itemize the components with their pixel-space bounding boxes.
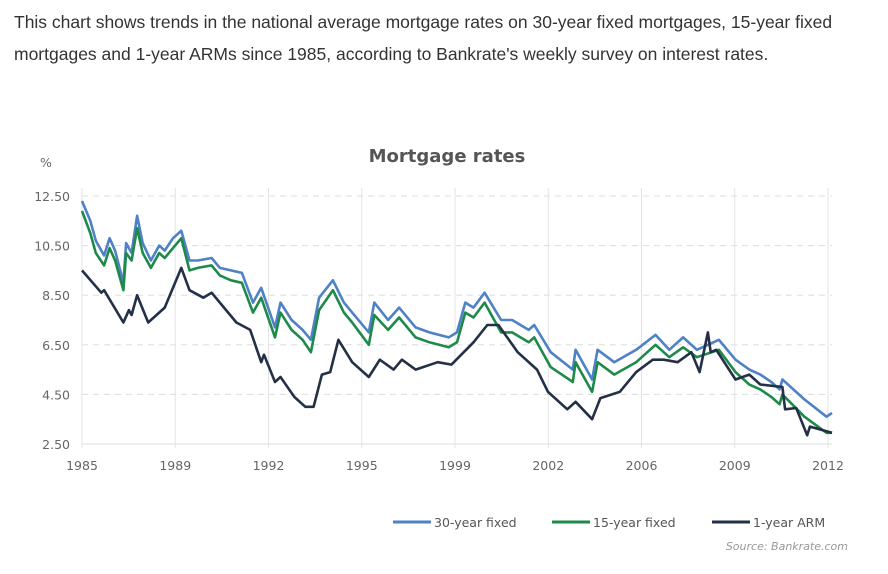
legend-label: 1-year ARM <box>753 515 825 530</box>
legend-label: 30-year fixed <box>434 515 517 530</box>
series-line-30-year-fixed <box>80 200 833 418</box>
x-tick-label: 1999 <box>439 458 471 473</box>
x-tick-label: 2006 <box>626 458 658 473</box>
x-axis: 1985 1989 1992 1995 1999 2002 2006 2009 2012 <box>66 458 844 473</box>
series-lines <box>80 200 833 437</box>
x-tick-label: 2009 <box>719 458 751 473</box>
source-note: Source: Bankrate.com <box>726 540 848 553</box>
y-tick-label: 10.50 <box>34 239 70 254</box>
x-tick-label: 2002 <box>532 458 564 473</box>
grid <box>81 188 832 448</box>
series-line-1-year-arm <box>81 266 833 437</box>
legend-label: 15-year fixed <box>593 515 676 530</box>
y-axis: 12.50 10.50 8.50 6.50 4.50 2.50 <box>34 189 70 452</box>
series-line-15-year-fixed <box>80 210 832 435</box>
y-tick-label: 4.50 <box>42 387 70 402</box>
x-tick-label: 1989 <box>159 458 191 473</box>
y-tick-label: 6.50 <box>42 338 70 353</box>
x-tick-label: 2012 <box>812 458 844 473</box>
y-tick-label: 8.50 <box>42 288 70 303</box>
intro-paragraph: This chart shows trends in the national … <box>14 12 833 64</box>
y-tick-label: 12.50 <box>34 189 70 204</box>
y-axis-unit: % <box>40 155 52 170</box>
x-tick-label: 1985 <box>66 458 98 473</box>
x-tick-label: 1995 <box>346 458 378 473</box>
chart-title: Mortgage rates <box>369 146 526 167</box>
y-tick-label: 2.50 <box>42 437 70 452</box>
x-tick-label: 1992 <box>253 458 285 473</box>
legend: 30-year fixed 15-year fixed 1-year ARM <box>393 515 825 530</box>
